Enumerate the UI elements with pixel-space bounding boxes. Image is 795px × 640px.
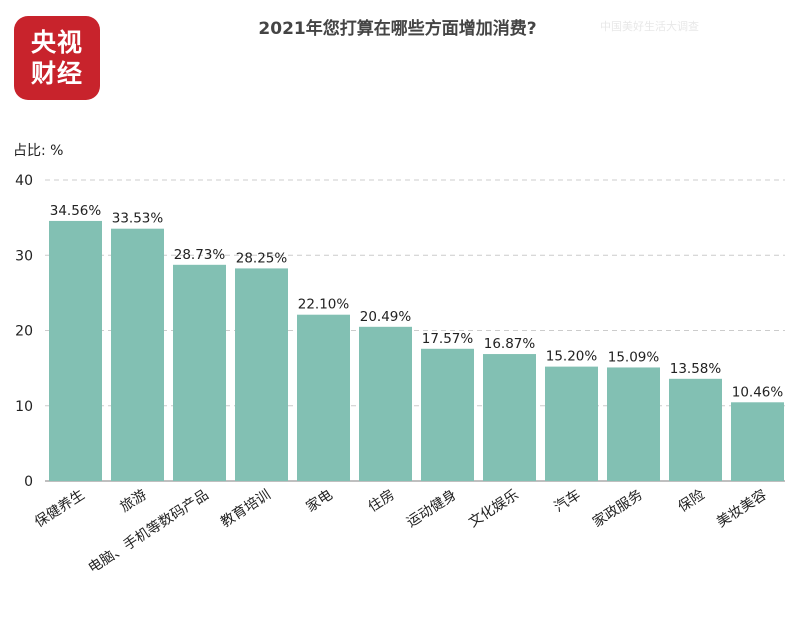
x-category-label: 家政服务 xyxy=(589,486,645,531)
y-unit-label: 占比: % xyxy=(13,143,64,159)
y-axis-ticks: 0 10 20 30 40 xyxy=(15,173,33,490)
data-label: 34.56% xyxy=(50,203,102,219)
y-tick-label: 30 xyxy=(15,248,33,264)
bar xyxy=(545,366,598,481)
x-category-label: 家电 xyxy=(303,486,336,516)
logo-line-2: 财经 xyxy=(30,59,83,88)
value-labels: 34.56% 33.53% 28.73% 28.25% 22.10% 20.49% 17.5… xyxy=(50,203,784,400)
bar xyxy=(359,326,412,481)
x-category-label: 运动健身 xyxy=(404,487,460,531)
bar xyxy=(421,348,474,481)
bar xyxy=(235,268,288,481)
chart-title: 2021年您打算在哪些方面增加消费? xyxy=(258,19,537,39)
x-category-label: 教育培训 xyxy=(218,487,274,531)
data-label: 22.10% xyxy=(298,297,350,313)
x-category-label: 住房 xyxy=(365,487,397,516)
bar xyxy=(483,354,536,481)
bar xyxy=(111,228,164,481)
bar xyxy=(49,220,102,481)
data-label: 10.46% xyxy=(732,384,784,400)
data-label: 15.09% xyxy=(608,349,660,365)
data-label: 15.20% xyxy=(546,349,598,365)
bar xyxy=(669,378,722,481)
watermark: 中国美好生活大调查 xyxy=(600,20,699,33)
bar xyxy=(297,314,350,481)
x-category-label: 汽车 xyxy=(551,486,584,516)
bar xyxy=(607,367,660,481)
data-label: 16.87% xyxy=(484,336,536,352)
data-label: 17.57% xyxy=(422,331,474,347)
gridlines xyxy=(45,179,785,482)
data-label: 33.53% xyxy=(112,211,164,227)
x-category-label: 美妆美容 xyxy=(713,486,769,531)
x-category-label: 保险 xyxy=(675,487,707,516)
x-category-label: 旅游 xyxy=(117,487,149,516)
data-label: 28.25% xyxy=(236,250,288,266)
bar xyxy=(173,264,226,481)
y-tick-label: 0 xyxy=(24,474,33,490)
y-tick-label: 20 xyxy=(15,324,33,340)
bars xyxy=(49,220,784,481)
data-label: 28.73% xyxy=(174,247,226,263)
logo-line-1: 央视 xyxy=(30,28,83,57)
cctv-finance-logo: 央视 财经 xyxy=(14,16,100,100)
data-label: 13.58% xyxy=(670,361,722,377)
bar xyxy=(731,402,784,481)
y-tick-label: 10 xyxy=(15,399,33,415)
y-tick-label: 40 xyxy=(15,173,33,189)
x-category-label: 文化娱乐 xyxy=(466,487,522,531)
x-category-label: 保健养生 xyxy=(32,487,88,531)
data-label: 20.49% xyxy=(360,309,412,325)
